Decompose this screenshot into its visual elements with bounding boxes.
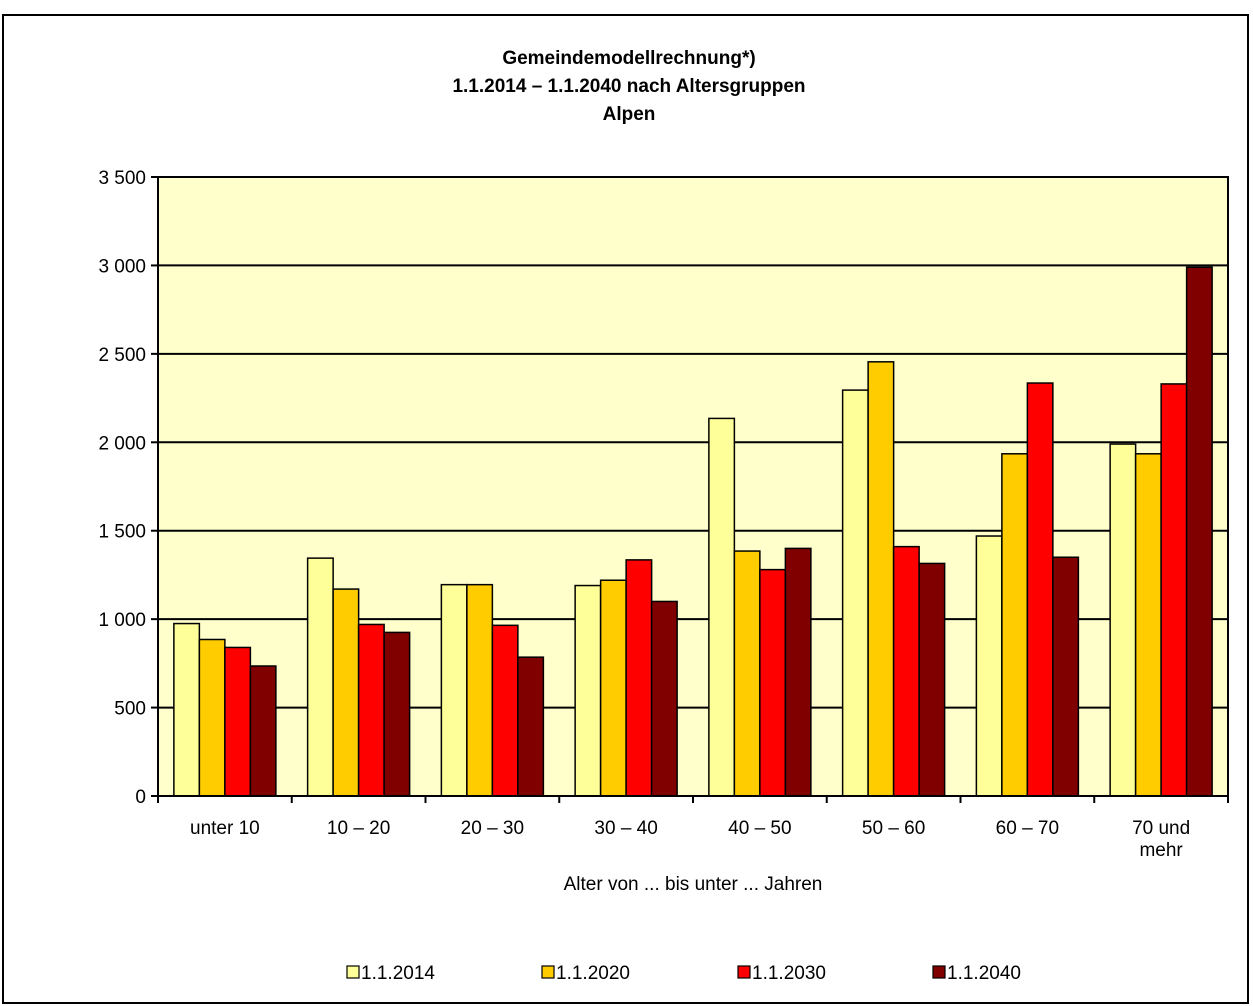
bar bbox=[357, 623, 385, 797]
x-category-label: 10 – 20 bbox=[327, 818, 390, 839]
bar bbox=[517, 656, 545, 797]
x-category-label: 50 – 60 bbox=[862, 818, 925, 839]
legend-swatch bbox=[932, 965, 946, 979]
y-tick-label: 1 500 bbox=[98, 522, 146, 543]
y-tick-label: 3 500 bbox=[98, 168, 146, 189]
bar bbox=[708, 417, 736, 797]
bar bbox=[574, 584, 602, 797]
chart-title-line-2: 1.1.2014 – 1.1.2040 nach Altersgruppen bbox=[452, 76, 805, 97]
x-category-label: 30 – 40 bbox=[594, 818, 657, 839]
y-tick-label: 3 000 bbox=[98, 256, 146, 277]
bar bbox=[1160, 383, 1188, 797]
bar bbox=[173, 622, 201, 797]
chart-svg: Gemeindemodellrechnung*) 1.1.2014 – 1.1.… bbox=[98, 48, 1229, 984]
bar bbox=[1026, 382, 1054, 797]
x-category-label: 20 – 30 bbox=[461, 818, 524, 839]
bar bbox=[1185, 266, 1213, 797]
bar bbox=[1052, 556, 1080, 797]
chart-title-line-3: Alpen bbox=[603, 104, 656, 125]
bar bbox=[466, 583, 494, 797]
legend-label: 1.1.2030 bbox=[752, 963, 826, 984]
bar bbox=[759, 568, 787, 797]
bar bbox=[599, 579, 627, 797]
bars bbox=[173, 266, 1213, 797]
bar bbox=[784, 547, 812, 797]
y-tick-label: 500 bbox=[114, 699, 146, 720]
bar bbox=[1109, 443, 1137, 797]
bar bbox=[867, 361, 895, 797]
bar bbox=[650, 600, 678, 797]
y-tick-label: 2 000 bbox=[98, 433, 146, 454]
y-tick-labels: 0 500 1 000 1 500 2 000 2 500 3 000 3 500 bbox=[98, 168, 146, 808]
bar bbox=[249, 665, 277, 797]
bar bbox=[306, 557, 334, 797]
bar bbox=[975, 535, 1003, 797]
bar bbox=[892, 545, 920, 797]
bar bbox=[224, 646, 252, 797]
y-tick-label: 1 000 bbox=[98, 610, 146, 631]
x-category-label: 40 – 50 bbox=[728, 818, 791, 839]
y-tick-label: 2 500 bbox=[98, 345, 146, 366]
x-category-label: unter 10 bbox=[190, 818, 260, 839]
bar bbox=[733, 550, 761, 797]
chart-title: Gemeindemodellrechnung*) 1.1.2014 – 1.1.… bbox=[452, 48, 805, 125]
x-axis-title: Alter von ... bis unter ... Jahren bbox=[564, 874, 823, 895]
bar bbox=[198, 638, 226, 797]
y-tick-label: 0 bbox=[135, 787, 146, 808]
legend-label: 1.1.2040 bbox=[947, 963, 1021, 984]
x-category-label: 70 und bbox=[1132, 818, 1190, 839]
bar bbox=[1134, 453, 1162, 797]
bar bbox=[1001, 453, 1029, 797]
bar bbox=[918, 562, 946, 797]
legend-label: 1.1.2020 bbox=[556, 963, 630, 984]
bar bbox=[332, 588, 360, 797]
bar bbox=[625, 559, 653, 797]
chart-frame: Gemeindemodellrechnung*) 1.1.2014 – 1.1.… bbox=[2, 14, 1249, 1004]
bar bbox=[440, 583, 468, 797]
legend-swatch bbox=[737, 965, 751, 979]
legend: 1.1.2014 1.1.2020 1.1.2030 1.1.2040 bbox=[346, 963, 1021, 984]
chart-title-line-1: Gemeindemodellrechnung*) bbox=[502, 48, 755, 69]
bar bbox=[383, 631, 411, 797]
x-category-label: mehr bbox=[1139, 840, 1183, 861]
legend-swatch bbox=[541, 965, 555, 979]
bar bbox=[491, 624, 519, 797]
bar bbox=[841, 389, 869, 797]
x-category-labels: unter 10 10 – 20 20 – 30 30 – 40 40 – 50 50 –… bbox=[190, 818, 1190, 861]
axes bbox=[157, 177, 1229, 803]
x-category-label: 60 – 70 bbox=[996, 818, 1059, 839]
legend-label: 1.1.2014 bbox=[361, 963, 435, 984]
legend-swatch bbox=[346, 965, 360, 979]
